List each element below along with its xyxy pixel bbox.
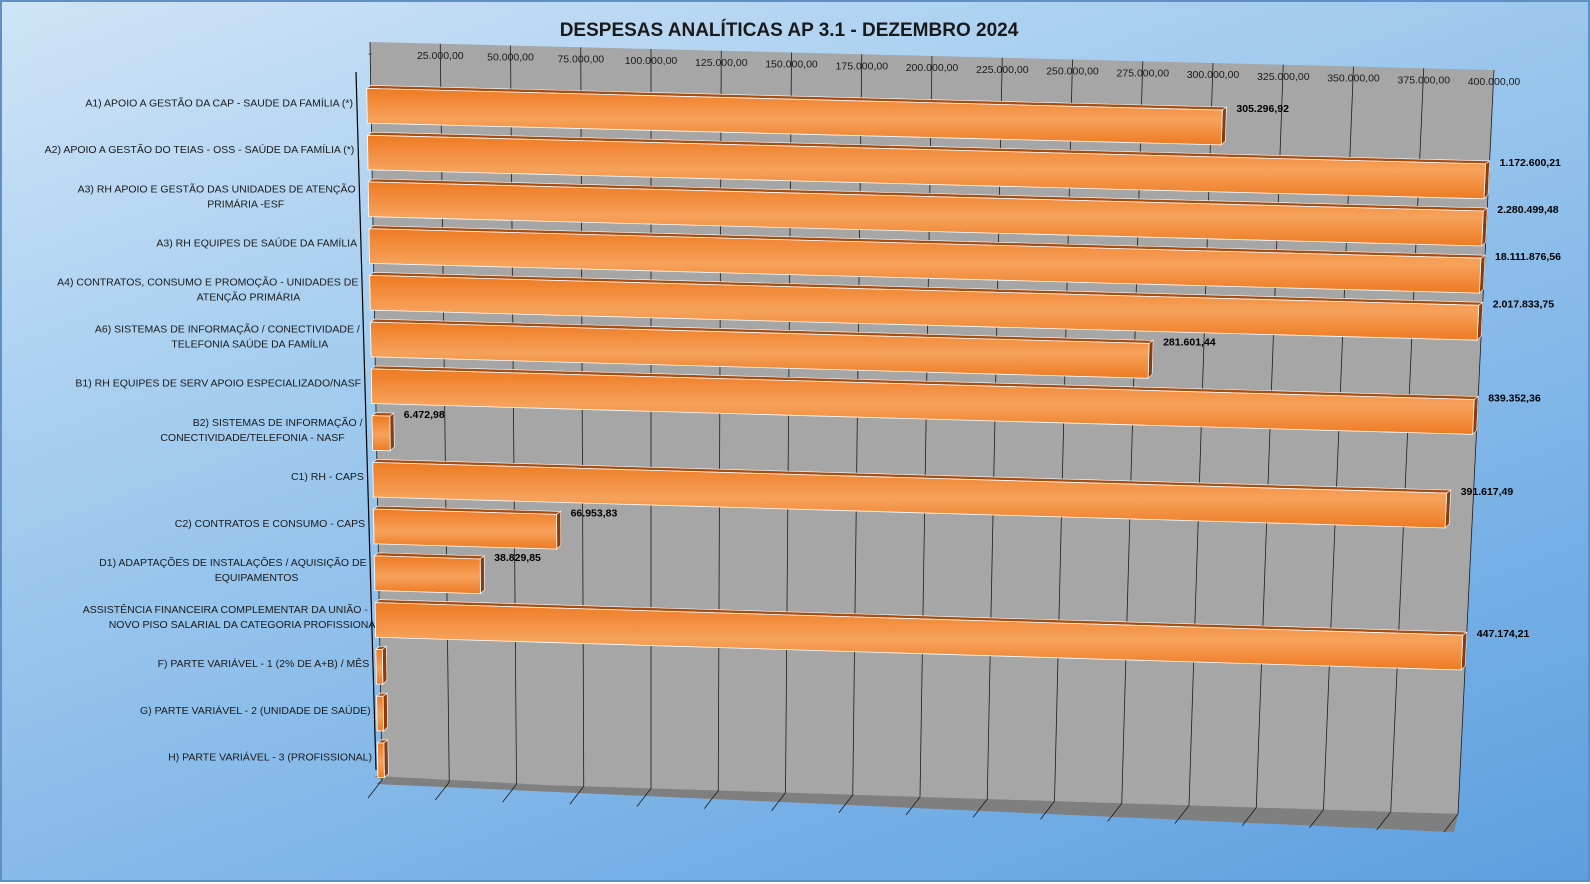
bar-front-face [377,743,384,778]
data-label: 839.352,36 [1488,393,1541,405]
bar-front-face [372,416,390,451]
data-label: 305.296,92 [1236,103,1289,115]
x-tick-label: - [368,48,372,60]
category-axis: A1) APOIO A GESTÃO DA CAP - SAUDE DA FAM… [45,96,407,763]
x-tick-label: 350.000,00 [1327,73,1380,85]
category-label: G) PARTE VARIÁVEL - 2 (UNIDADE DE SAÚDE) [140,704,371,717]
bar [376,646,387,684]
bar-front-face [374,556,480,594]
data-label: 281.601,44 [1163,336,1216,348]
category-label: B1) RH EQUIPES DE SERV APOIO ESPECIALIZA… [75,378,361,390]
x-tick-label: 125.000,00 [695,57,748,69]
x-tick-label: 400.000,00 [1468,76,1521,88]
x-tick-label: 25.000,00 [417,50,464,62]
x-tick-label: 175.000,00 [836,60,889,72]
category-label: A6) SISTEMAS DE INFORMAÇÃO / CONECTIVIDA… [95,323,360,336]
data-label: 66.953,83 [571,507,618,519]
x-tick-label: 200.000,00 [906,62,959,74]
chart-title: DESPESAS ANALÍTICAS AP 3.1 - DEZEMBRO 20… [560,19,1019,41]
x-tick-label: 75.000,00 [557,53,604,65]
data-label: 2.280.499,48 [1497,204,1558,216]
category-label: B2) SISTEMAS DE INFORMAÇÃO / [193,416,363,429]
data-label: 38.829,85 [494,552,541,564]
data-label: 6.472,98 [404,409,445,421]
category-label: ATENÇÃO PRIMÁRIA [197,291,301,304]
x-tick-label: 225.000,00 [976,64,1029,76]
bar [377,693,388,731]
category-label: A2) APOIO A GESTÃO DO TEIAS - OSS - SAÚD… [45,143,355,156]
category-label: ASSISTÊNCIA FINANCEIRA COMPLEMENTAR DA U… [83,603,369,616]
category-label: EQUIPAMENTOS [215,572,299,584]
category-label: A3) RH EQUIPES DE SAÚDE DA FAMÍLIA [156,237,357,250]
x-tick-label: 50.000,00 [487,52,534,64]
x-tick-label: 300.000,00 [1187,69,1240,81]
x-tick-label: 150.000,00 [765,59,818,71]
category-label: A3) RH APOIO E GESTÃO DAS UNIDADES DE AT… [78,182,356,195]
x-tick-label: 375.000,00 [1398,74,1451,86]
x-tick-label: 250.000,00 [1046,66,1099,78]
floor-gridline [368,780,382,798]
category-label: C1) RH - CAPS [291,471,364,483]
category-label: C2) CONTRATOS E CONSUMO - CAPS [175,518,365,530]
category-label: CONECTIVIDADE/TELEFONIA - NASF [160,432,344,444]
x-tick-label: 100.000,00 [625,55,678,67]
x-tick-label: 275.000,00 [1117,67,1170,79]
bar-front-face [376,649,383,684]
category-label: A4) CONTRATOS, CONSUMO E PROMOÇÃO - UNID… [57,276,358,289]
data-label: 447.174,21 [1477,628,1530,640]
data-label: 1.172.600,21 [1500,157,1561,169]
bar-end-face [557,511,561,549]
category-label: NOVO PISO SALARIAL DA CATEGORIA PROFISSI… [109,619,407,631]
category-label: D1) ADAPTAÇÕES DE INSTALAÇÕES / AQUISIÇÃ… [99,556,366,569]
bar [377,740,388,778]
category-label: TELEFONIA SAÚDE DA FAMÍLIA [171,338,328,351]
category-label: A1) APOIO A GESTÃO DA CAP - SAUDE DA FAM… [85,96,353,109]
data-label: 2.017.833,75 [1493,298,1554,310]
x-tick-label: 325.000,00 [1257,71,1310,83]
category-label: F) PARTE VARIÁVEL - 1 (2% DE A+B) / MÊS [158,657,370,670]
bar-front-face [377,696,384,731]
bar-front-face [374,509,557,549]
category-label: H) PARTE VARIÁVEL - 3 (PROFISSIONAL) [168,751,372,764]
category-label: PRIMÁRIA -ESF [207,197,284,210]
data-label: 18.111.876,56 [1495,251,1561,263]
data-label: 391.617,49 [1461,486,1514,498]
